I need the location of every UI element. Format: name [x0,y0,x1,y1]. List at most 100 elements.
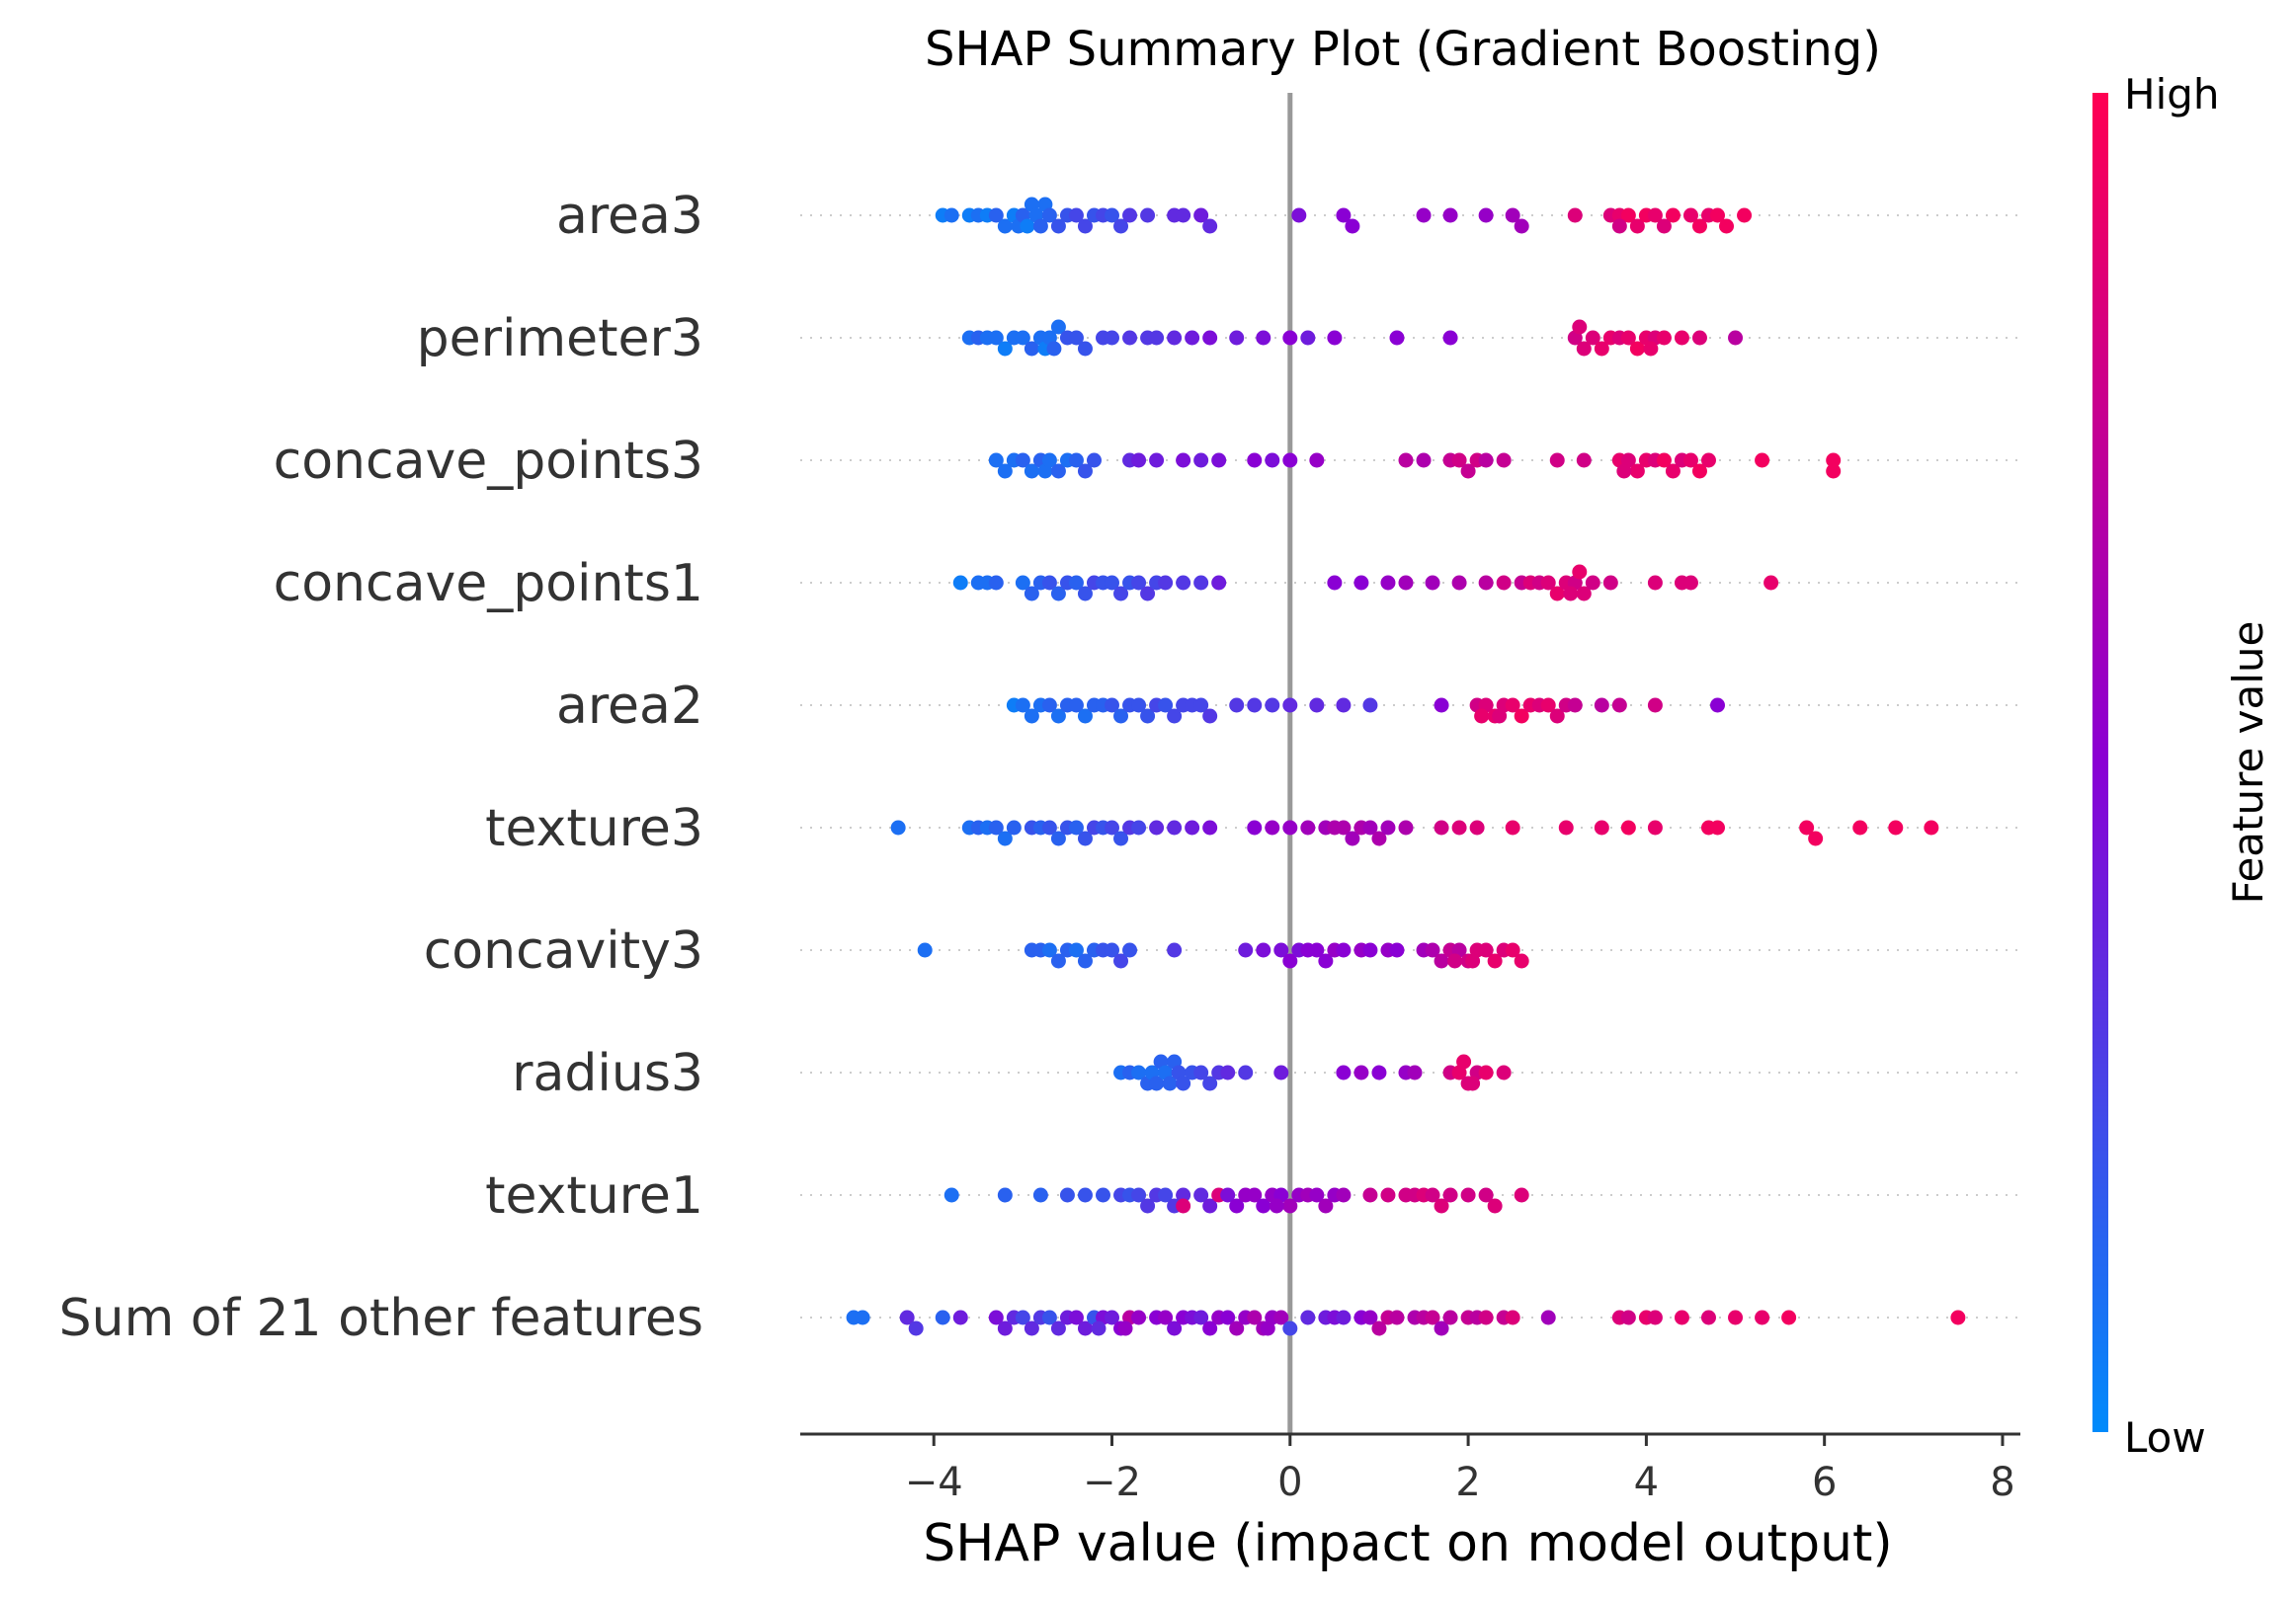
shap-point [1273,1065,1289,1080]
colorbar-high-label: High [2124,70,2220,119]
feature-label: radius3 [512,1044,703,1103]
shap-point [1665,463,1681,479]
shap-point [1247,697,1263,713]
shap-point [1041,575,1057,591]
shap-point [1540,697,1556,713]
shap-point [1514,953,1529,969]
shap-point [1256,1198,1271,1214]
shap-point [1425,575,1440,591]
shap-point [1826,452,1842,468]
shap-point [1362,942,1378,958]
shap-point [1117,1320,1133,1336]
shap-point [1077,953,1093,969]
shap-point [1256,942,1271,958]
shap-point [1149,1076,1165,1091]
shap-point [1691,218,1707,234]
shap-point [1024,1320,1039,1336]
shap-point [1345,831,1360,846]
shap-point [1105,1310,1120,1325]
shap-point [1282,1320,1298,1336]
shap-point [890,820,906,836]
shap-point [1046,341,1062,357]
shap-point [1077,463,1093,479]
shap-point [1799,820,1815,836]
shap-point [1616,463,1632,479]
shap-point [1572,319,1588,335]
shap-point [1149,820,1165,836]
shap-point [1202,708,1218,724]
shap-point [1514,218,1529,234]
shap-point [1202,820,1218,836]
shap-point [1050,319,1066,335]
shap-point [1647,820,1663,836]
shap-point [1362,820,1378,836]
shap-point [1327,575,1343,591]
shap-point [1763,575,1779,591]
shap-point [1041,207,1057,223]
shap-point [1442,207,1458,223]
shap-point [952,575,968,591]
shap-point [1229,697,1245,713]
shap-point [1442,330,1458,346]
shap-point [1149,452,1165,468]
shap-point [1247,452,1263,468]
shap-point [1755,1310,1770,1325]
shap-point [1015,1310,1030,1325]
shap-point [1327,330,1343,346]
shap-point [1371,1320,1387,1336]
shap-point [1282,452,1298,468]
shap-point [1238,942,1254,958]
shap-point [1456,1054,1472,1070]
x-tick-label: 6 [1812,1460,1837,1505]
shap-point [1105,207,1120,223]
shap-point [1193,1187,1209,1203]
colorbar-low-label: Low [2124,1413,2206,1462]
shap-point [1496,1065,1512,1080]
shap-point [1068,575,1084,591]
shap-point [1247,1310,1263,1325]
shap-point [1576,341,1592,357]
shap-point [988,820,1004,836]
shap-point [1149,330,1165,346]
shap-point [1238,1065,1254,1080]
x-tick-label: 8 [1990,1460,2014,1505]
shap-point [1514,708,1529,724]
shap-point [1131,1065,1147,1080]
shap-point [1755,452,1770,468]
shap-point [1185,330,1200,346]
shap-point [1353,1065,1369,1080]
shap-point [1434,1320,1449,1336]
shap-point [1478,207,1494,223]
shap-point [1852,820,1868,836]
shap-point [1737,207,1753,223]
shap-point [1176,207,1191,223]
shap-point [1460,463,1476,479]
shap-point [1050,953,1066,969]
shap-point [1549,586,1565,601]
shap-point [1434,953,1449,969]
shap-point [997,831,1013,846]
shap-point [997,1320,1013,1336]
shap-point [1131,820,1147,836]
x-tick-label: 4 [1634,1460,1659,1505]
shap-point [1318,953,1334,969]
shap-point [1451,452,1467,468]
shap-point [1176,452,1191,468]
shap-point [1273,1310,1289,1325]
shap-point [1269,1198,1284,1214]
shap-point [1193,575,1209,591]
shap-point [1113,831,1129,846]
shap-point [1682,452,1698,468]
shap-point [1656,330,1672,346]
feature-label: texture3 [485,799,703,858]
feature-label: Sum of 21 other features [59,1289,703,1348]
shap-point [1674,1310,1689,1325]
shap-point [988,1310,1004,1325]
shap-point [917,942,933,958]
shap-point [1015,697,1030,713]
shap-point [1474,708,1490,724]
shap-point [1140,1198,1156,1214]
shap-point [935,1310,950,1325]
shap-point [1950,1310,1966,1325]
